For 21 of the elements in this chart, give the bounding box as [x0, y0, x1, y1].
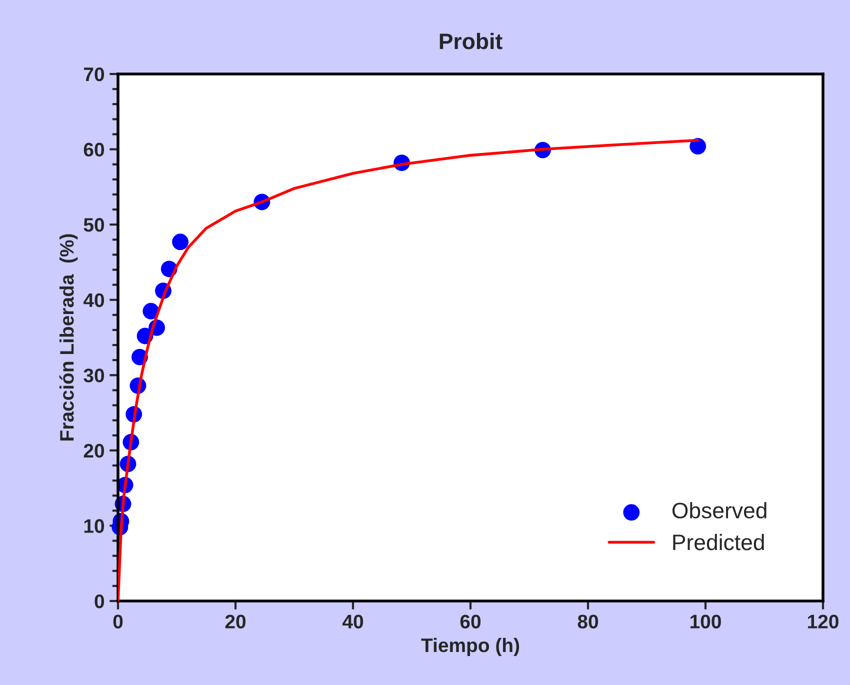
y-tick-label: 0 [94, 594, 104, 608]
y-tick-label: 40 [83, 293, 104, 308]
chart-title: Probit [440, 32, 502, 50]
x-tick-label: 0 [113, 614, 123, 628]
y-tick-label: 30 [84, 368, 104, 382]
legend-label: Predicted [673, 534, 764, 550]
y-tick-label: 70 [84, 67, 104, 82]
x-tick-label: 120 [808, 614, 838, 628]
x-tick-label: 20 [225, 614, 246, 628]
x-tick-label: 80 [578, 614, 598, 628]
x-tick-label: 60 [460, 614, 481, 628]
x-axis-title: Tiempo (h) [421, 638, 520, 656]
y-tick-label: 20 [84, 444, 104, 458]
point [172, 234, 188, 250]
legend-label: Observed [672, 502, 766, 518]
y-tick-label: 10 [84, 519, 104, 533]
x-tick-label: 100 [690, 614, 721, 628]
y-axis-title: Fracción Liberada (%) [59, 234, 78, 440]
x-tick-label: 40 [342, 614, 364, 628]
y-tick-label: 50 [84, 218, 104, 232]
y-tick-label: 60 [84, 142, 104, 157]
